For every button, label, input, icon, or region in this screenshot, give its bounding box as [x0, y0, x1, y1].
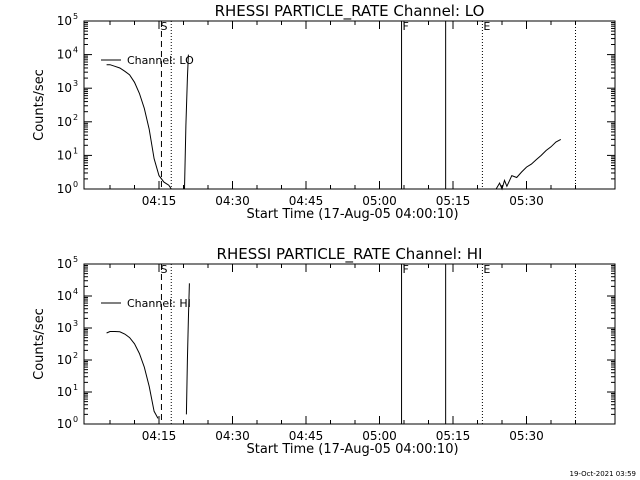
- data-series-segment: [185, 283, 190, 415]
- y-tick-label: 10: [57, 14, 72, 28]
- y-tick-label: 10: [57, 321, 72, 335]
- event-marker-label: E: [483, 263, 490, 276]
- event-marker-label: E: [483, 20, 490, 33]
- y-tick-exponent: 3: [73, 319, 78, 328]
- y-tick-label: 10: [57, 385, 72, 399]
- y-tick-label: 10: [57, 257, 72, 271]
- x-tick-label: 05:30: [509, 429, 544, 443]
- plot-frame: [83, 263, 616, 425]
- x-tick-label: 05:00: [362, 194, 397, 208]
- chart-title: RHESSI PARTICLE_RATE Channel: LO: [215, 2, 485, 21]
- y-tick-exponent: 1: [73, 146, 78, 155]
- y-tick-label: 10: [57, 115, 72, 129]
- x-tick-label: 04:30: [215, 194, 250, 208]
- x-tick-label: 05:00: [362, 429, 397, 443]
- y-axis-label: Counts/sec: [32, 69, 47, 141]
- y-tick-exponent: 5: [73, 255, 78, 264]
- data-series-segment: [106, 64, 172, 190]
- x-axis-label: Start Time (17-Aug-05 04:00:10): [246, 442, 458, 457]
- x-tick-label: 05:15: [436, 194, 471, 208]
- y-tick-label: 10: [57, 48, 72, 62]
- x-tick-label: 04:45: [289, 194, 324, 208]
- x-axis-label: Start Time (17-Aug-05 04:00:10): [246, 207, 458, 222]
- y-tick-exponent: 2: [73, 113, 78, 122]
- y-tick-label: 10: [57, 81, 72, 95]
- x-tick-label: 05:30: [509, 194, 544, 208]
- x-tick-label: 04:30: [215, 429, 250, 443]
- plot-frame: [83, 20, 616, 190]
- y-tick-label: 10: [57, 289, 72, 303]
- y-tick-label: 10: [57, 353, 72, 367]
- event-marker-label: S: [160, 20, 167, 33]
- x-tick-label: 04:45: [289, 429, 324, 443]
- y-tick-label: 10: [57, 182, 72, 196]
- plot-timestamp: 19-Oct-2021 03:59: [570, 470, 636, 478]
- y-tick-label: 10: [57, 148, 72, 162]
- y-tick-exponent: 1: [73, 383, 78, 392]
- y-tick-exponent: 4: [73, 287, 78, 296]
- y-axis-label: Counts/sec: [32, 308, 47, 380]
- legend-label: Channel: HI: [127, 297, 191, 310]
- x-tick-label: 04:15: [142, 429, 177, 443]
- data-series-segment: [106, 331, 159, 419]
- event-marker-label: F: [403, 20, 409, 33]
- chart-title: RHESSI PARTICLE_RATE Channel: HI: [217, 245, 483, 264]
- event-marker-label: F: [403, 263, 409, 276]
- legend-label: Channel: LO: [127, 54, 194, 67]
- y-tick-exponent: 5: [73, 12, 78, 21]
- y-tick-exponent: 0: [73, 180, 78, 189]
- y-tick-exponent: 3: [73, 79, 78, 88]
- data-series-segment: [495, 138, 562, 191]
- y-tick-exponent: 0: [73, 415, 78, 424]
- data-series-segment: [184, 54, 189, 190]
- event-marker-label: S: [160, 263, 167, 276]
- x-tick-label: 04:15: [142, 194, 177, 208]
- y-tick-label: 10: [57, 417, 72, 431]
- x-tick-label: 05:15: [436, 429, 471, 443]
- y-tick-exponent: 2: [73, 351, 78, 360]
- y-tick-exponent: 4: [73, 46, 78, 55]
